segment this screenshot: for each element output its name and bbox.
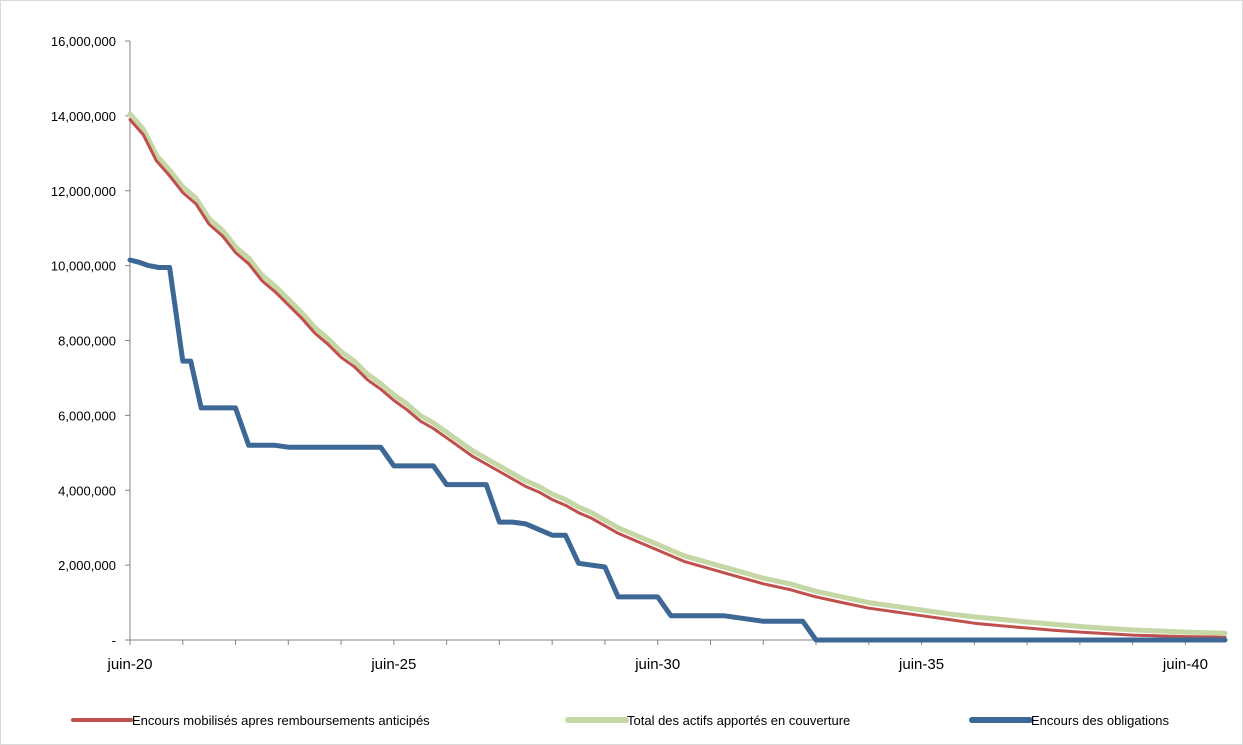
legend-label-0: Encours mobilisés apres remboursements a… <box>132 713 430 728</box>
y-tick-label: 8,000,000 <box>58 334 116 349</box>
y-tick-label: 4,000,000 <box>58 483 116 498</box>
x-tick-label: juin-35 <box>898 656 944 673</box>
x-axis-ticks: juin-20 juin-25 juin-30 juin-35 juin-40 <box>106 640 1208 673</box>
legend: Encours mobilisés apres remboursements a… <box>71 713 1170 728</box>
axes <box>129 41 1225 641</box>
x-tick-label: juin-25 <box>370 656 416 673</box>
legend-label-2: Encours des obligations <box>1031 713 1170 728</box>
y-tick-label: 12,000,000 <box>51 184 116 199</box>
y-tick-label: 6,000,000 <box>58 408 116 423</box>
y-tick-label: 16,000,000 <box>51 34 116 49</box>
y-tick-label: 10,000,000 <box>51 259 116 274</box>
series-line-1 <box>127 111 1228 636</box>
x-tick-label: juin-30 <box>634 656 680 673</box>
x-tick-label: juin-20 <box>106 656 152 673</box>
y-tick-label: - <box>112 633 116 648</box>
y-axis-ticks: - 2,000,000 4,000,000 6,000,000 8,000,000 10,… <box>51 34 130 648</box>
y-tick-label: 14,000,000 <box>51 109 116 124</box>
x-tick-label: juin-40 <box>1162 656 1208 673</box>
legend-label-1: Total des actifs apportés en couverture <box>627 713 850 728</box>
series-line-2 <box>127 257 1228 643</box>
series-lines <box>127 111 1228 643</box>
series-line-0 <box>128 118 1227 639</box>
y-tick-label: 2,000,000 <box>58 558 116 573</box>
